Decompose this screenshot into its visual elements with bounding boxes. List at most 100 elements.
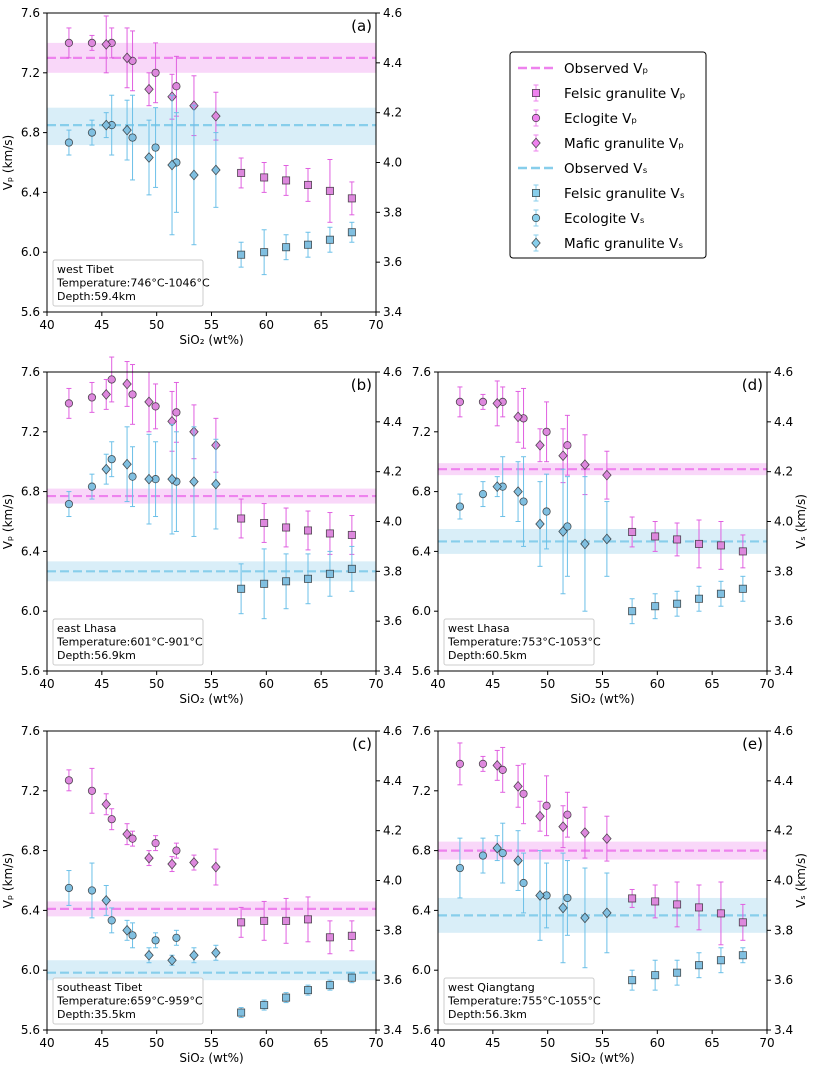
y2-axis-label: Vₛ (km/s) (794, 494, 808, 549)
info-text: Temperature:753°C-1053°C (447, 636, 601, 649)
legend-label: Eclogite Vₚ (564, 111, 637, 127)
y2-tick-label: 3.6 (383, 973, 402, 987)
y2-tick-label: 4.6 (383, 6, 402, 20)
info-box (443, 977, 595, 1025)
x-axis-label: SiO₂ (wt%) (570, 1051, 634, 1065)
y-tick-label: 7.2 (21, 425, 40, 439)
y-tick-label: 5.6 (21, 1023, 40, 1037)
data-point (87, 886, 97, 895)
data-point (304, 526, 313, 535)
data-point (151, 839, 160, 848)
data-point (64, 776, 74, 785)
data-point (304, 915, 313, 924)
data-point (87, 393, 97, 402)
data-point (282, 993, 291, 1002)
legend-label: Felsic granulite Vₛ (564, 186, 685, 202)
y2-tick-label: 3.8 (774, 564, 793, 578)
y2-tick-label: 4.2 (774, 824, 793, 838)
data-point (237, 1008, 246, 1017)
panel-label: (d) (742, 376, 763, 394)
x-tick-label: 55 (204, 677, 219, 691)
data-point (282, 577, 291, 586)
y2-tick-label: 4.6 (774, 365, 793, 379)
data-point (122, 378, 132, 390)
info-text: Depth:60.5km (448, 649, 527, 662)
data-point (237, 918, 246, 927)
data-point (738, 951, 747, 960)
x-tick-label: 50 (540, 1036, 555, 1050)
info-box (52, 977, 204, 1025)
info-box (52, 618, 204, 666)
y-tick-label: 6.8 (21, 126, 40, 140)
data-point (563, 441, 572, 450)
data-point (513, 780, 523, 792)
legend-marker (531, 113, 541, 123)
x-tick-label: 45 (485, 1036, 500, 1050)
data-point (172, 408, 181, 417)
data-point (695, 594, 704, 603)
data-point (478, 397, 488, 406)
y2-tick-label: 4.4 (383, 56, 402, 70)
x-tick-label: 40 (430, 677, 445, 691)
data-point (325, 981, 334, 990)
data-point (716, 589, 725, 598)
data-point (64, 499, 74, 509)
data-point (628, 527, 637, 536)
data-point (651, 971, 660, 980)
data-point (478, 489, 488, 499)
x-tick-label: 45 (94, 677, 109, 691)
data-point (64, 399, 74, 408)
data-point (347, 530, 356, 539)
data-point (87, 128, 97, 137)
info-text: Temperature:746°C-1046°C (56, 277, 210, 290)
data-point (282, 916, 291, 925)
data-point (107, 916, 116, 925)
data-point (260, 248, 269, 257)
x-tick-label: 45 (94, 318, 109, 332)
y-tick-label: 5.6 (412, 1023, 431, 1037)
data-point (347, 194, 356, 203)
data-point (455, 759, 465, 768)
data-point (455, 863, 465, 873)
data-point (151, 68, 160, 77)
data-point (519, 497, 528, 506)
y2-tick-label: 3.4 (383, 664, 402, 678)
y2-tick-label: 3.4 (774, 664, 793, 678)
data-point (151, 936, 160, 945)
data-point (172, 82, 181, 91)
x-tick-label: 45 (485, 677, 500, 691)
data-point (513, 855, 523, 866)
data-point (128, 931, 137, 940)
data-point (128, 834, 137, 843)
data-point (151, 143, 160, 152)
data-point (455, 397, 465, 406)
y-tick-label: 7.6 (21, 6, 40, 20)
legend-box (509, 51, 707, 259)
data-point (128, 472, 137, 481)
data-point (542, 427, 551, 436)
data-point (602, 833, 612, 845)
x-tick-label: 60 (650, 677, 665, 691)
data-point (563, 810, 572, 819)
data-point (107, 815, 116, 824)
data-point (167, 159, 177, 171)
legend: Observed Vₚ Felsic granulite Vₚ Eclogite V… (509, 51, 707, 259)
data-point (513, 411, 523, 423)
info-text: west Qiangtang (448, 981, 535, 994)
panel-label: (b) (351, 376, 372, 394)
data-point (144, 83, 154, 95)
panel-d: 40 45 50 55 60 65 70 5.6 6.0 6.4 6.8 7.2 7.6 3.4 3.6 3.… (412, 365, 808, 706)
x-tick-label: 55 (204, 318, 219, 332)
data-point (128, 133, 137, 142)
data-point (107, 375, 116, 384)
y2-tick-label: 4.6 (383, 724, 402, 738)
x-tick-label: 55 (595, 1036, 610, 1050)
data-point (673, 968, 682, 977)
data-point (211, 164, 221, 176)
data-point (535, 518, 545, 530)
y2-tick-label: 4.4 (774, 774, 793, 788)
y2-tick-label: 4.0 (383, 156, 402, 170)
x-tick-label: 55 (204, 1036, 219, 1050)
x-tick-label: 50 (149, 318, 164, 332)
